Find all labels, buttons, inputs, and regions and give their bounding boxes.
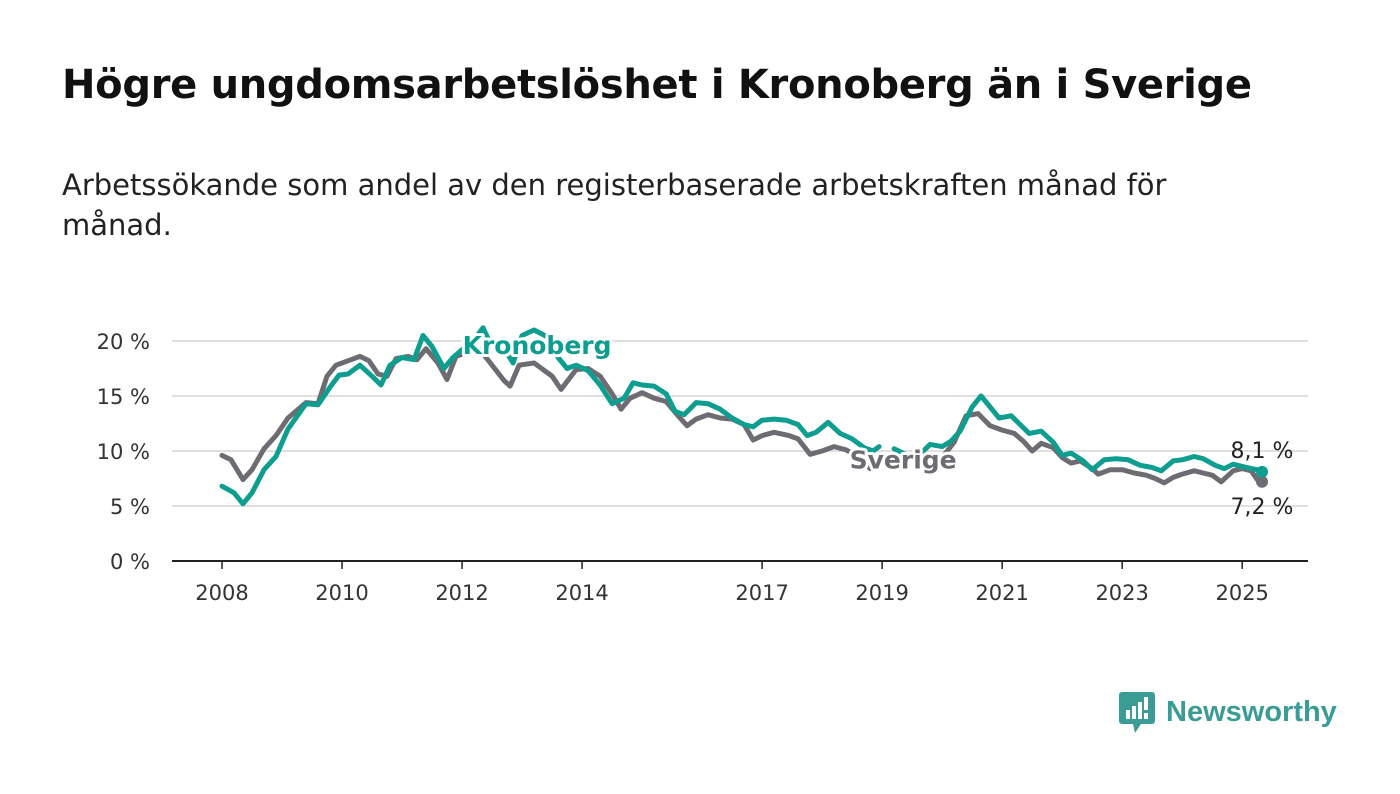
newsworthy-logo[interactable]: Newsworthy — [1119, 690, 1337, 734]
chart-subtitle: Arbetssökande som andel av den registerb… — [62, 168, 1167, 242]
series-line-sverige — [219, 346, 882, 483]
y-tick-label: 15 % — [97, 385, 150, 409]
y-tick-label: 10 % — [97, 440, 150, 464]
y-tick-label: 20 % — [97, 330, 150, 354]
end-label-kronoberg: 8,1 % — [1231, 439, 1294, 464]
x-tick-label: 2017 — [735, 581, 788, 605]
x-tick-label: 2019 — [855, 581, 908, 605]
y-tick-label: 0 % — [110, 550, 150, 574]
series-labels: Sverige Kronoberg 8,1 % 7,2 % — [460, 328, 1294, 520]
x-tick-label: 2014 — [555, 581, 608, 605]
end-point-kronoberg — [1256, 465, 1268, 478]
series-line-kronoberg — [219, 325, 882, 507]
x-axis-ticks: 2008 2010 2012 2014 2017 2019 2021 2023 2025 — [195, 561, 1269, 605]
x-tick-label: 2025 — [1215, 581, 1268, 605]
x-tick-label: 2023 — [1095, 581, 1148, 605]
y-axis-ticks: 0 % 5 % 10 % 15 % 20 % — [97, 330, 150, 574]
x-tick-label: 2008 — [195, 581, 248, 605]
series-label-sverige: Sverige — [850, 446, 957, 475]
series-label-kronoberg: Kronoberg — [463, 331, 612, 360]
x-tick-label: 2012 — [435, 581, 488, 605]
x-tick-label: 2021 — [975, 581, 1028, 605]
newsworthy-logo-icon — [1119, 692, 1155, 733]
series-line-kronoberg-segment-2 — [891, 393, 1265, 475]
end-point-sverige — [1256, 475, 1268, 488]
end-label-sverige: 7,2 % — [1231, 495, 1294, 520]
x-tick-label: 2010 — [315, 581, 368, 605]
series-lines — [219, 325, 1265, 507]
gridlines — [172, 340, 1308, 562]
brand-name: Newsworthy — [1166, 695, 1337, 728]
y-tick-label: 5 % — [110, 495, 150, 519]
series-line-sverige-segment-2 — [939, 411, 1265, 486]
chart-title: Högre ungdomsarbetslöshet i Kronoberg än… — [62, 62, 1252, 108]
